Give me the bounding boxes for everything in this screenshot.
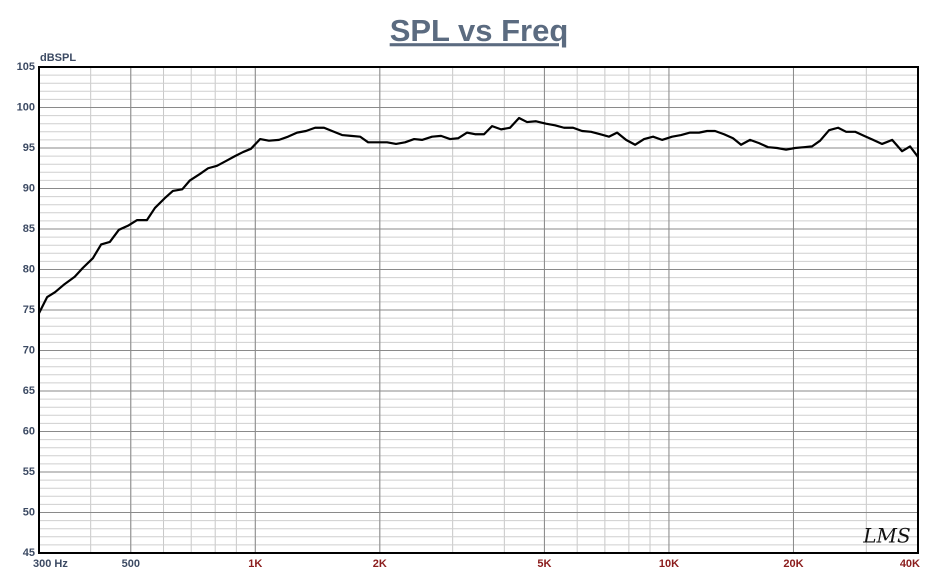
spl-line (38, 116, 919, 314)
y-tick-label: 100 (17, 101, 35, 113)
x-tick-label: 40K (900, 558, 920, 570)
x-tick-label: 300 Hz (33, 558, 68, 570)
y-tick-label: 65 (23, 385, 35, 397)
y-tick-label: 90 (23, 182, 35, 194)
watermark: LMS (862, 524, 910, 548)
x-tick-label: 20K (783, 558, 803, 570)
y-tick-label: 80 (23, 263, 35, 275)
x-tick-label: 2K (373, 558, 387, 570)
y-axis-label: dBSPL (40, 52, 76, 64)
x-tick-label: 500 (122, 558, 140, 570)
x-tick-label: 10K (659, 558, 679, 570)
y-tick-label: 95 (23, 142, 35, 154)
y-tick-label: 105 (17, 61, 35, 73)
plot-border (38, 66, 919, 554)
y-tick-label: 55 (23, 466, 35, 478)
x-tick-label: 5K (537, 558, 551, 570)
y-tick-label: 60 (23, 425, 35, 437)
y-tick-label: 45 (23, 547, 35, 559)
y-tick-label: 70 (23, 344, 35, 356)
chart-title: SPL vs Freq (390, 13, 569, 48)
y-tick-label: 85 (23, 223, 35, 235)
y-tick-label: 75 (23, 304, 35, 316)
y-tick-label: 50 (23, 506, 35, 518)
x-tick-label: 1K (248, 558, 262, 570)
